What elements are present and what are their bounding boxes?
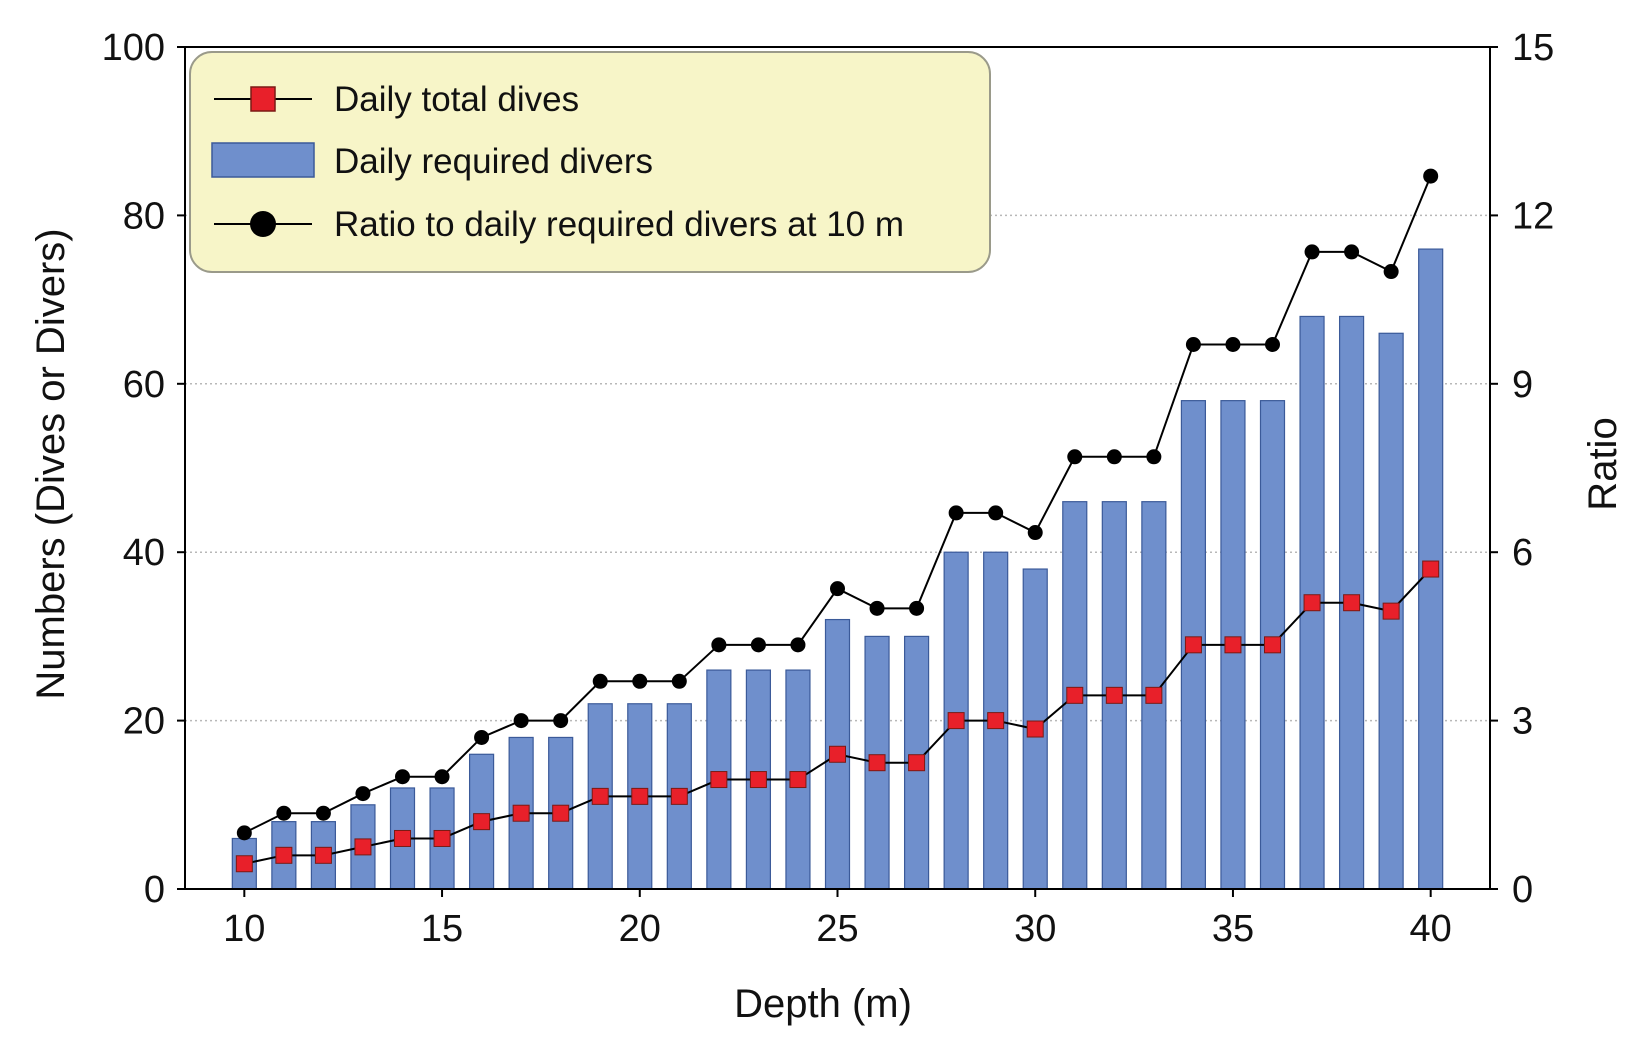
y-right-tick-label: 6 xyxy=(1512,532,1533,574)
ratio-point xyxy=(1225,337,1241,353)
ratio-point xyxy=(592,673,608,689)
dives-point xyxy=(512,804,530,822)
ratio-point xyxy=(671,673,687,689)
ratio-point xyxy=(1383,264,1399,280)
dives-point xyxy=(1066,686,1084,704)
ratio-point xyxy=(750,637,766,653)
ratio-point xyxy=(434,769,450,785)
ratio-point xyxy=(948,505,964,521)
ratio-point xyxy=(1146,449,1162,465)
black-circle-marker-icon xyxy=(250,211,276,237)
dives-point xyxy=(1303,594,1321,612)
dives-point xyxy=(275,846,293,864)
ratio-point xyxy=(355,786,371,802)
ratio-point xyxy=(1344,244,1360,260)
dives-point xyxy=(1343,594,1361,612)
dives-point xyxy=(947,712,965,730)
ratio-point xyxy=(988,505,1004,521)
dives-point xyxy=(394,829,411,847)
y-axis-right-title: Ratio xyxy=(1581,417,1625,510)
legend-entry-daily-required-divers: Daily required divers xyxy=(211,142,653,181)
dives-point xyxy=(631,787,649,805)
dives-point xyxy=(1264,636,1281,654)
red-square-marker-icon xyxy=(250,86,276,112)
x-tick-label: 20 xyxy=(619,908,661,950)
dives-point xyxy=(908,754,926,772)
ratio-point xyxy=(276,805,292,821)
line-series xyxy=(235,168,1440,873)
dives-point xyxy=(829,745,846,763)
x-tick-label: 25 xyxy=(816,908,858,950)
ratio-point xyxy=(395,769,410,785)
y-left-tick-label: 80 xyxy=(123,195,165,237)
y-right-tick-label: 3 xyxy=(1512,701,1533,743)
dives-point xyxy=(710,771,728,789)
dives-point xyxy=(868,754,886,772)
ratio-point xyxy=(1106,449,1122,465)
dives-point xyxy=(235,855,253,873)
dives-point xyxy=(1422,560,1440,578)
dives-point xyxy=(1382,602,1400,620)
dives-point xyxy=(354,838,372,856)
dives-point xyxy=(749,771,767,789)
tick-labels: 10 15 20 25 30 35 40 0 20 40 60 80 100 0 3 6 9 12 15 xyxy=(102,27,1555,950)
ratio-point xyxy=(1027,525,1043,541)
y-axis-left-title: Numbers (Dives or Divers) xyxy=(29,228,73,699)
axes xyxy=(177,46,1498,897)
dives-point xyxy=(473,813,491,831)
ratio-point xyxy=(1067,449,1083,465)
ratio-point xyxy=(790,637,806,653)
legend-label-ratio: Ratio to daily required divers at 10 m xyxy=(334,205,904,244)
ratio-point xyxy=(1304,244,1320,260)
dives-point xyxy=(1224,636,1242,654)
ratio-point xyxy=(830,581,845,597)
ratio-point xyxy=(1185,337,1201,353)
y-right-tick-label: 12 xyxy=(1512,195,1554,237)
dives-point xyxy=(552,804,570,822)
legend-entry-ratio: Ratio to daily required divers at 10 m xyxy=(214,205,904,244)
dives-point xyxy=(1184,636,1202,654)
ratio-point xyxy=(869,600,885,616)
legend: Daily total dives Daily required divers … xyxy=(189,51,991,273)
x-axis-title: Depth (m) xyxy=(734,982,912,1026)
dives-point xyxy=(1026,720,1044,738)
x-tick-label: 40 xyxy=(1410,908,1452,950)
dives-point xyxy=(789,771,807,789)
legend-entry-daily-total-dives: Daily total dives xyxy=(214,80,579,119)
x-tick-label: 30 xyxy=(1014,908,1056,950)
y-left-tick-label: 20 xyxy=(123,701,165,743)
ratio-point xyxy=(711,637,727,653)
y-right-tick-label: 0 xyxy=(1512,869,1533,911)
dives-point xyxy=(433,829,451,847)
dives-point xyxy=(1145,686,1163,704)
dives-point xyxy=(670,787,688,805)
ratio-point xyxy=(236,825,252,841)
blue-bar-swatch-icon xyxy=(211,142,315,178)
y-left-tick-label: 0 xyxy=(144,869,165,911)
y-left-tick-label: 40 xyxy=(123,532,165,574)
x-tick-label: 10 xyxy=(223,908,265,950)
legend-label-daily-total-dives: Daily total dives xyxy=(334,80,579,119)
ratio-point xyxy=(909,600,925,616)
legend-box xyxy=(189,51,991,273)
ratio-point xyxy=(513,713,529,729)
ratio-point xyxy=(553,713,569,729)
ratio-point xyxy=(632,673,648,689)
x-tick-label: 35 xyxy=(1212,908,1254,950)
legend-label-daily-required-divers: Daily required divers xyxy=(334,142,653,181)
dives-point xyxy=(1105,686,1123,704)
dives-point xyxy=(591,787,609,805)
y-right-tick-label: 9 xyxy=(1512,364,1533,406)
y-left-tick-label: 60 xyxy=(123,364,165,406)
dives-point xyxy=(314,846,332,864)
ratio-point xyxy=(1265,337,1280,353)
ratio-point xyxy=(1423,168,1439,184)
y-right-tick-label: 15 xyxy=(1512,27,1554,69)
ratio-point xyxy=(474,729,490,745)
x-tick-label: 15 xyxy=(421,908,463,950)
ratio-point xyxy=(315,805,331,821)
dives-point xyxy=(987,712,1005,730)
y-left-tick-label: 100 xyxy=(102,27,165,69)
